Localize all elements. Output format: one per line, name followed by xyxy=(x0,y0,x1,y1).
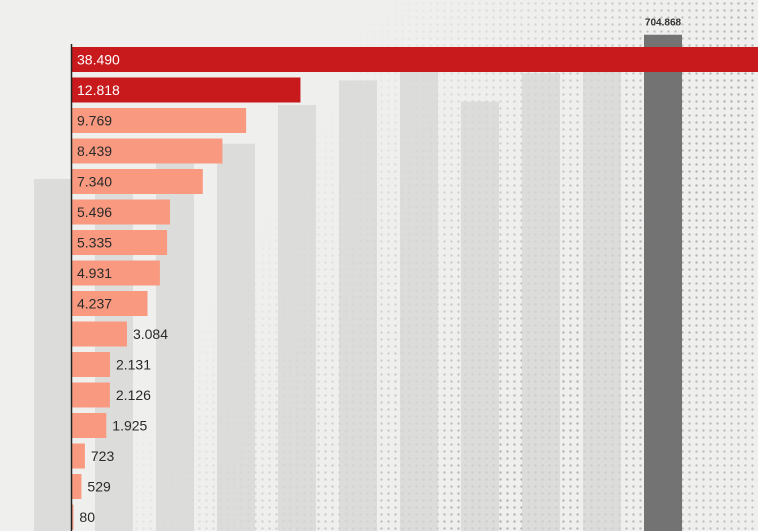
bar xyxy=(72,260,160,286)
bar-value-label: 80 xyxy=(79,509,95,525)
bar xyxy=(72,230,168,255)
bar xyxy=(72,352,110,377)
foreground-horizontal-bars: 38.490 12.818 9.769 8.439 7.340 5.496 5.335 4.9… xyxy=(72,47,758,530)
bar xyxy=(72,199,170,225)
bar-value-label: 4.237 xyxy=(77,296,112,312)
background-column-bar xyxy=(461,101,499,531)
bar xyxy=(72,291,148,316)
bar-value-label: 5.335 xyxy=(77,235,112,251)
bar-value-label: 9.769 xyxy=(77,113,112,129)
background-column-bar xyxy=(217,143,255,531)
bar xyxy=(72,47,758,72)
background-column-bar xyxy=(339,80,377,531)
bar-value-label: 12.818 xyxy=(77,82,120,98)
bar xyxy=(72,443,85,469)
bar-value-label: 723 xyxy=(91,448,115,464)
bar-value-label: 2.131 xyxy=(116,357,151,373)
background-column-label: 704.868 xyxy=(645,18,682,29)
bar xyxy=(72,321,127,347)
background-column-bar xyxy=(34,178,72,531)
bar xyxy=(72,138,223,164)
bar xyxy=(72,169,203,194)
bar-value-label: 4.931 xyxy=(77,265,112,281)
bar-value-label: 3.084 xyxy=(133,326,168,342)
background-column-bar xyxy=(278,105,316,531)
bar-value-label: 38.490 xyxy=(77,52,120,68)
bar xyxy=(72,474,82,499)
bar-value-label: 5.496 xyxy=(77,204,112,220)
background-column-bar xyxy=(522,73,560,531)
bar xyxy=(72,382,110,408)
bar-value-label: 7.340 xyxy=(77,174,112,190)
bar-value-label: 8.439 xyxy=(77,143,112,159)
background-column-bar xyxy=(644,34,682,531)
background-column-bars: 704.868 xyxy=(34,18,682,531)
bar-value-label: 529 xyxy=(87,479,111,495)
bar xyxy=(72,77,301,103)
bar xyxy=(72,413,107,438)
bar xyxy=(72,504,74,530)
background-column-bar xyxy=(400,66,438,531)
bar-value-label: 2.126 xyxy=(116,387,151,403)
bar-value-label: 1.925 xyxy=(112,418,147,434)
bar xyxy=(72,108,247,133)
background-column-bar xyxy=(583,59,621,531)
